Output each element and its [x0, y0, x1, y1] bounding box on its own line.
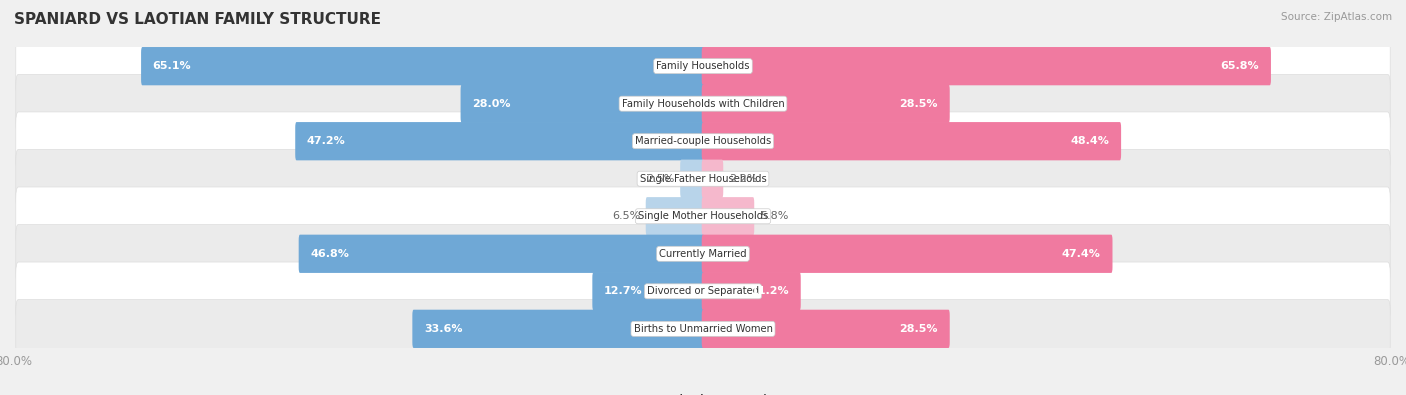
Text: 48.4%: 48.4% [1070, 136, 1109, 146]
Text: 65.8%: 65.8% [1220, 61, 1260, 71]
Text: Married-couple Households: Married-couple Households [636, 136, 770, 146]
FancyBboxPatch shape [702, 47, 1271, 85]
Text: 5.8%: 5.8% [759, 211, 789, 221]
FancyBboxPatch shape [681, 160, 704, 198]
Text: 28.5%: 28.5% [900, 324, 938, 334]
Text: Family Households: Family Households [657, 61, 749, 71]
Text: 65.1%: 65.1% [153, 61, 191, 71]
FancyBboxPatch shape [702, 235, 1112, 273]
FancyBboxPatch shape [15, 74, 1391, 133]
Text: 46.8%: 46.8% [311, 249, 349, 259]
Text: 28.0%: 28.0% [472, 99, 510, 109]
Text: Source: ZipAtlas.com: Source: ZipAtlas.com [1281, 12, 1392, 22]
FancyBboxPatch shape [702, 310, 949, 348]
Text: SPANIARD VS LAOTIAN FAMILY STRUCTURE: SPANIARD VS LAOTIAN FAMILY STRUCTURE [14, 12, 381, 27]
Text: Currently Married: Currently Married [659, 249, 747, 259]
FancyBboxPatch shape [295, 122, 704, 160]
Text: 12.7%: 12.7% [605, 286, 643, 296]
FancyBboxPatch shape [298, 235, 704, 273]
Text: Single Mother Households: Single Mother Households [638, 211, 768, 221]
Text: 28.5%: 28.5% [900, 99, 938, 109]
FancyBboxPatch shape [15, 37, 1391, 96]
FancyBboxPatch shape [702, 122, 1121, 160]
Text: 2.2%: 2.2% [728, 174, 758, 184]
Text: 47.2%: 47.2% [307, 136, 346, 146]
FancyBboxPatch shape [645, 197, 704, 235]
FancyBboxPatch shape [15, 299, 1391, 358]
Text: Divorced or Separated: Divorced or Separated [647, 286, 759, 296]
FancyBboxPatch shape [592, 272, 704, 310]
FancyBboxPatch shape [412, 310, 704, 348]
Text: 47.4%: 47.4% [1062, 249, 1101, 259]
FancyBboxPatch shape [702, 272, 801, 310]
FancyBboxPatch shape [702, 160, 723, 198]
FancyBboxPatch shape [702, 85, 949, 123]
Text: Family Households with Children: Family Households with Children [621, 99, 785, 109]
FancyBboxPatch shape [15, 224, 1391, 283]
Text: 11.2%: 11.2% [751, 286, 789, 296]
Text: 33.6%: 33.6% [425, 324, 463, 334]
Text: 6.5%: 6.5% [612, 211, 640, 221]
FancyBboxPatch shape [15, 187, 1391, 246]
FancyBboxPatch shape [702, 197, 754, 235]
Text: Births to Unmarried Women: Births to Unmarried Women [634, 324, 772, 334]
Text: 2.5%: 2.5% [647, 174, 675, 184]
FancyBboxPatch shape [461, 85, 704, 123]
FancyBboxPatch shape [15, 149, 1391, 208]
Legend: Spaniard, Laotian: Spaniard, Laotian [623, 394, 783, 395]
FancyBboxPatch shape [15, 112, 1391, 171]
FancyBboxPatch shape [141, 47, 704, 85]
Text: Single Father Households: Single Father Households [640, 174, 766, 184]
FancyBboxPatch shape [15, 262, 1391, 321]
